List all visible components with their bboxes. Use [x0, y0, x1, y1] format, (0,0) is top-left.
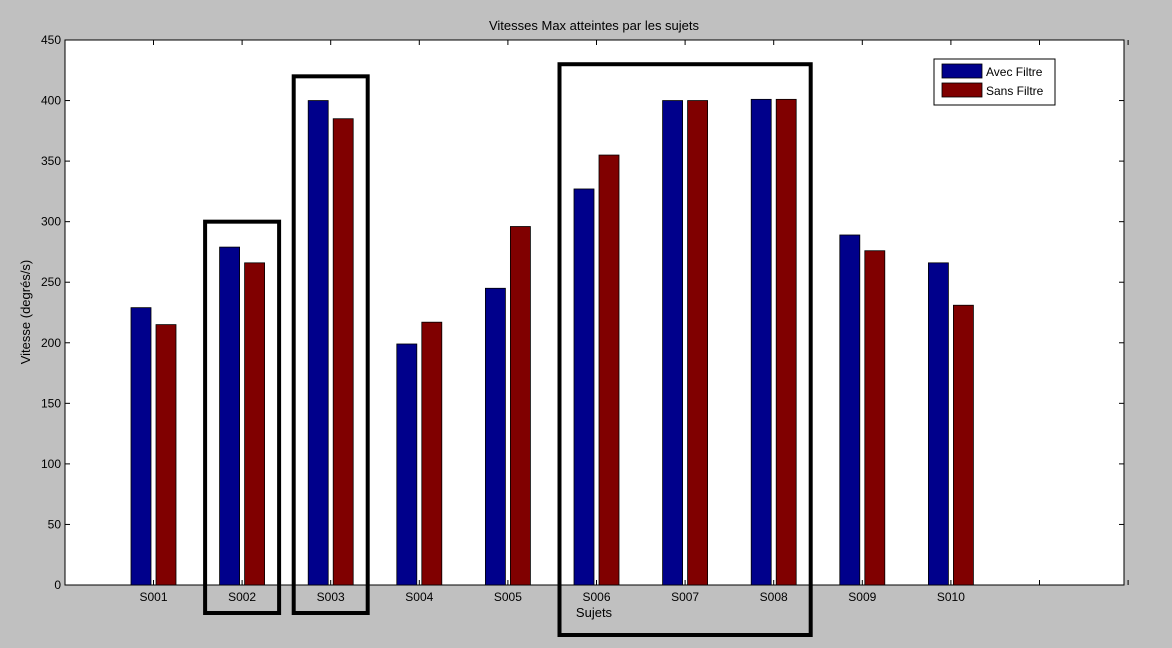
y-axis: 0 50 100 150 200 250 300 350 400 450: [41, 33, 1124, 592]
highlight-box: [203, 219, 282, 616]
legend: Avec Filtre Sans Filtre: [933, 58, 1056, 106]
bar: [775, 98, 797, 586]
legend-swatch: [941, 82, 983, 98]
x-tick-label: S002: [228, 590, 256, 604]
highlight-boxes: [203, 62, 813, 637]
bar: [750, 98, 772, 586]
x-axis: S001 S002 S003 S004 S005 S006 S007 S008 S009 S010: [139, 40, 1129, 604]
y-tick-label: 450: [41, 33, 61, 47]
bar: [396, 343, 418, 586]
bar: [332, 118, 354, 586]
bar: [573, 188, 595, 586]
bar: [155, 324, 177, 586]
legend-label: Sans Filtre: [986, 84, 1044, 98]
legend-label: Avec Filtre: [986, 65, 1043, 79]
y-tick-label: 200: [41, 336, 61, 350]
bars: [130, 98, 974, 586]
chart-title: Vitesses Max atteintes par les sujets: [489, 18, 700, 33]
bar: [244, 262, 266, 586]
y-tick-label: 300: [41, 215, 61, 229]
y-tick-label: 100: [41, 457, 61, 471]
y-tick-label: 250: [41, 275, 61, 289]
x-tick-label: S010: [937, 590, 965, 604]
x-tick-label: S003: [317, 590, 345, 604]
y-tick-label: 350: [41, 154, 61, 168]
y-axis-label: Vitesse (degrés/s): [18, 260, 33, 365]
bar: [219, 246, 241, 586]
y-tick-label: 400: [41, 94, 61, 108]
bar: [307, 100, 329, 586]
bar: [839, 234, 861, 586]
x-tick-label: S005: [494, 590, 522, 604]
bar: [421, 321, 443, 586]
y-tick-label: 150: [41, 396, 61, 410]
bar: [662, 100, 683, 586]
x-tick-label: S006: [582, 590, 610, 604]
y-tick-label: 50: [48, 517, 62, 531]
highlight-box: [557, 62, 813, 637]
bar: [953, 304, 974, 586]
x-tick-label: S007: [671, 590, 699, 604]
highlight-box: [291, 74, 370, 616]
bar: [864, 250, 886, 586]
bar: [130, 307, 152, 586]
x-tick-label: S001: [139, 590, 167, 604]
legend-swatch: [941, 63, 983, 79]
x-tick-label: S008: [760, 590, 788, 604]
bar: [598, 154, 620, 586]
x-axis-label: Sujets: [576, 605, 613, 620]
bar: [928, 262, 949, 586]
y-tick-label: 0: [54, 578, 61, 592]
x-tick-label: S009: [848, 590, 876, 604]
bar: [687, 100, 708, 586]
bar: [509, 226, 531, 586]
x-tick-label: S004: [405, 590, 433, 604]
bar: [484, 287, 506, 586]
